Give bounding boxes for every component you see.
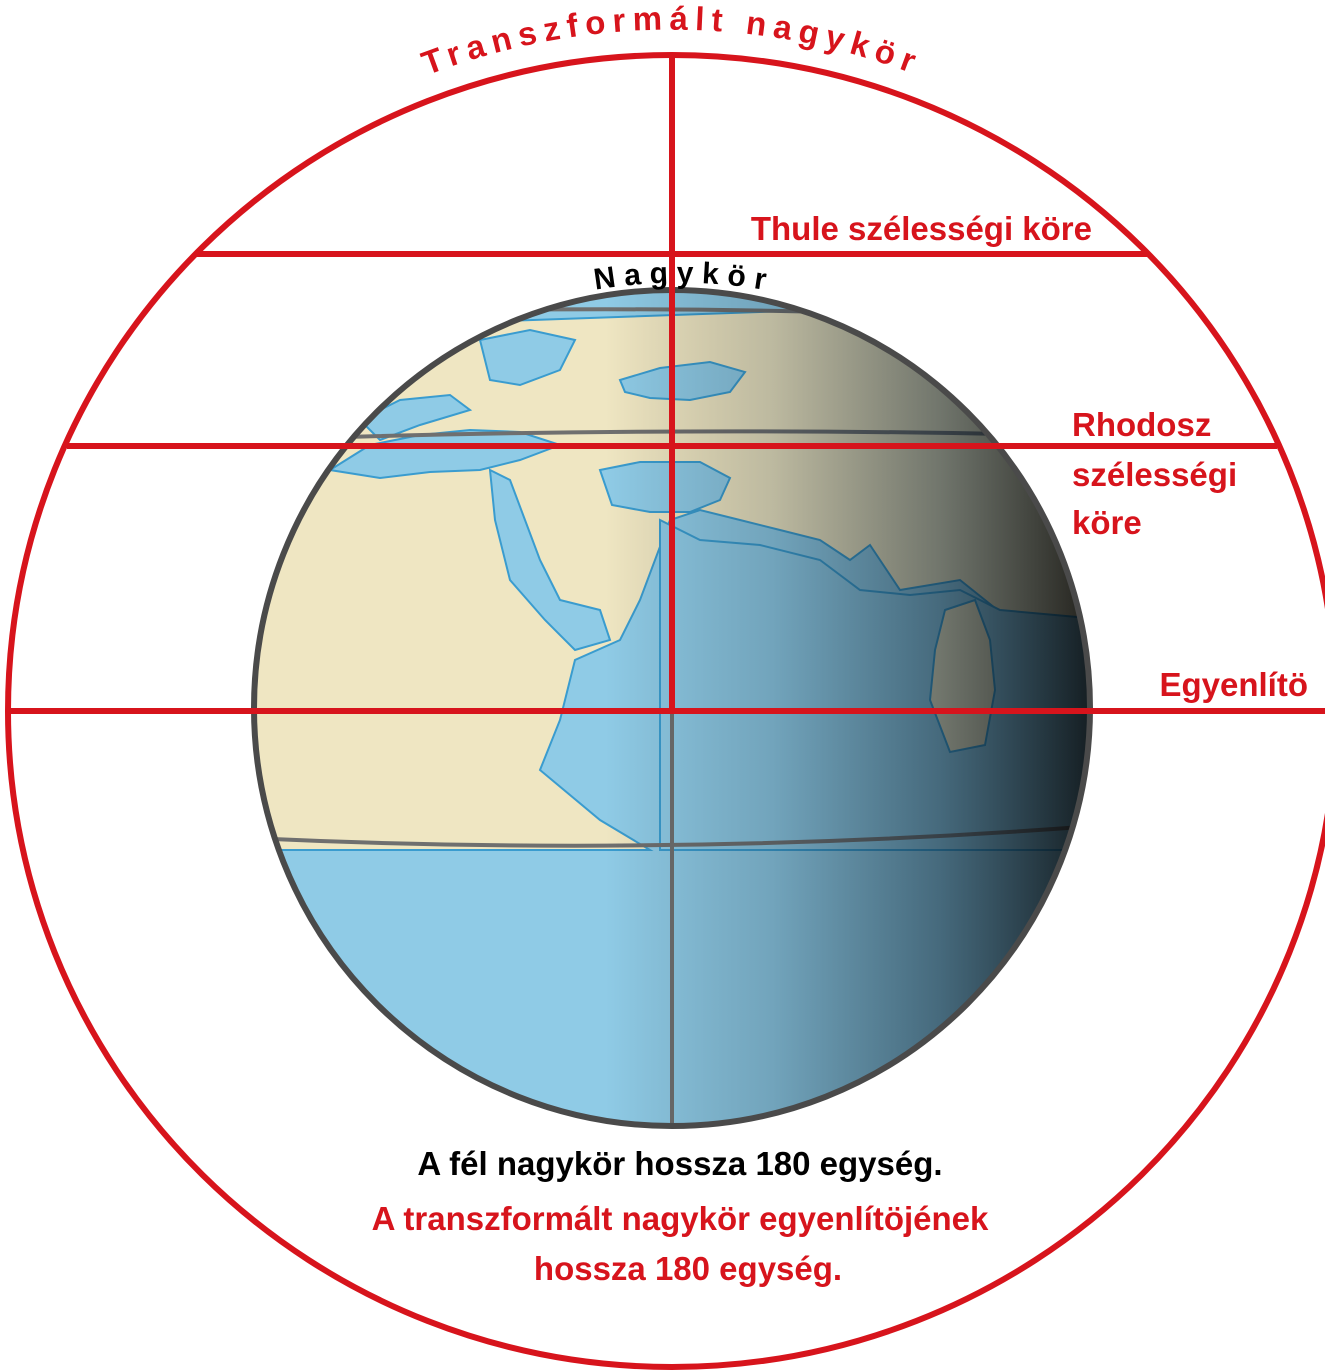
transformed-equator-caption-line1: A transzformált nagykör egyenlítöjének — [372, 1200, 989, 1237]
thule-parallel-label: Thule szélességi köre — [751, 210, 1092, 247]
transformed-circle-group — [5, 52, 1325, 1370]
rhodes-parallel-label-line2: szélességi — [1072, 456, 1237, 493]
equator-label: Egyenlítö — [1159, 666, 1308, 703]
rhodes-parallel-label-line3: köre — [1072, 504, 1142, 541]
rhodes-parallel-label-line1: Rhodosz — [1072, 406, 1211, 443]
half-great-circle-caption: A fél nagykör hossza 180 egység. — [417, 1145, 942, 1182]
transformed-equator-caption-line2: hossza 180 egység. — [534, 1250, 842, 1287]
